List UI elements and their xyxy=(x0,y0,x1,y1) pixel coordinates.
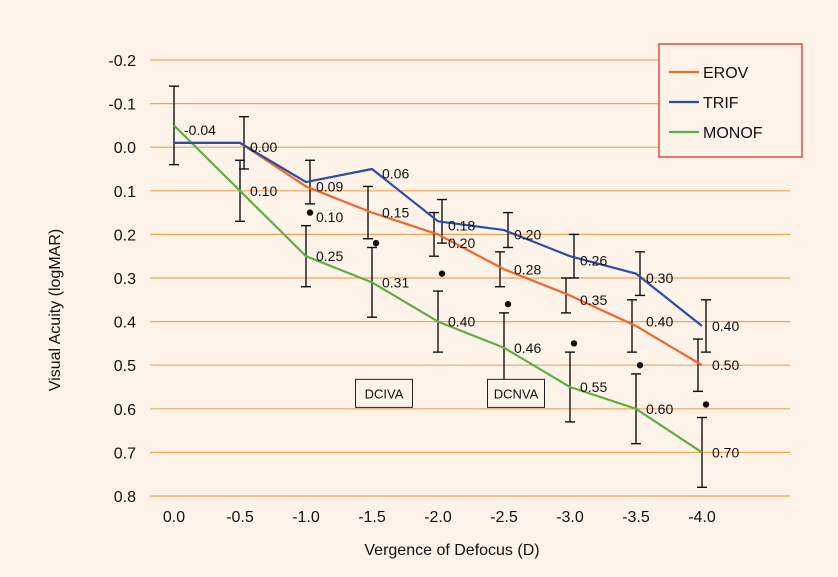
series-lines xyxy=(173,124,703,454)
data-dot xyxy=(372,239,380,247)
data-dot xyxy=(636,362,644,369)
annotations: DCIVA DCNVA xyxy=(355,378,545,408)
point-label: 0.10 xyxy=(316,209,343,225)
y-tick-label: 0.0 xyxy=(114,140,136,157)
y-tick-label: 0.8 xyxy=(114,489,136,506)
point-label: 0.20 xyxy=(448,235,475,251)
y-tick-label: 0.5 xyxy=(114,358,136,375)
point-label: 0.55 xyxy=(580,379,607,395)
point-label: 0.60 xyxy=(646,401,673,417)
x-axis-ticks: 0.0 -0.5 -1.0 -1.5 -2.0 -2.5 -3.0 -3.5 -4.0 xyxy=(163,509,716,526)
x-tick-label: -1.0 xyxy=(292,509,320,526)
point-label: 0.25 xyxy=(316,248,343,264)
x-tick-label: -2.5 xyxy=(490,509,518,526)
x-tick-label: -2.0 xyxy=(424,509,452,526)
data-dot xyxy=(438,270,446,277)
series-line-erov xyxy=(174,141,703,367)
point-label: 0.18 xyxy=(448,218,475,234)
y-tick-label: 0.1 xyxy=(114,184,136,201)
data-dot xyxy=(702,401,710,408)
series-line-trif xyxy=(174,141,703,327)
point-label: 0.70 xyxy=(712,444,739,460)
annotation-label: DCIVA xyxy=(365,386,404,401)
legend-box xyxy=(658,43,803,158)
x-tick-label: -1.5 xyxy=(358,509,386,526)
point-label: 0.20 xyxy=(514,226,541,242)
annotation-label: DCNVA xyxy=(494,386,539,401)
y-tick-label: 0.2 xyxy=(114,227,136,244)
point-label: -0.04 xyxy=(184,122,216,138)
y-axis-title: Visual Acuity (logMAR) xyxy=(47,229,64,391)
x-tick-label: -4.0 xyxy=(688,509,716,526)
dots xyxy=(306,209,710,408)
x-tick-label: 0.0 xyxy=(163,509,185,526)
point-labels: -0.04 0.00 0.10 0.09 0.10 0.25 0.06 0.15 0.31 0.1… xyxy=(184,122,739,461)
legend-label: MONOF xyxy=(703,125,763,142)
legend-label: EROV xyxy=(703,65,749,82)
data-dot xyxy=(570,340,578,347)
data-dot xyxy=(306,209,314,216)
annotation-box xyxy=(487,378,545,408)
series-line-monof xyxy=(173,124,703,454)
point-label: 0.09 xyxy=(316,178,343,194)
x-axis-title: Vergence of Defocus (D) xyxy=(364,542,539,559)
point-label: 0.00 xyxy=(250,139,277,155)
y-tick-label: 0.3 xyxy=(114,271,136,288)
point-label: 0.46 xyxy=(514,340,541,356)
point-label: 0.40 xyxy=(448,314,475,330)
point-label: 0.06 xyxy=(382,165,409,181)
legend: EROV TRIF MONOF xyxy=(658,43,803,158)
point-label: 0.40 xyxy=(646,314,673,330)
point-label: 0.26 xyxy=(580,253,607,269)
y-tick-label: 0.4 xyxy=(114,315,136,332)
y-axis-ticks: -0.2 -0.1 0.0 0.1 0.2 0.3 0.4 0.5 0.6 0.7 0.8 xyxy=(108,53,136,506)
point-label: 0.15 xyxy=(382,205,409,221)
point-label: 0.31 xyxy=(382,274,409,290)
grid xyxy=(150,59,790,497)
x-tick-label: -3.5 xyxy=(622,509,650,526)
legend-label: TRIF xyxy=(703,95,739,112)
point-label: 0.35 xyxy=(580,292,607,308)
point-label: 0.50 xyxy=(712,357,739,373)
y-tick-label: -0.1 xyxy=(108,97,136,114)
point-label: 0.30 xyxy=(646,270,673,286)
point-label: 0.40 xyxy=(712,318,739,334)
y-tick-label: 0.7 xyxy=(114,445,136,462)
y-tick-label: -0.2 xyxy=(108,53,136,70)
x-tick-label: -0.5 xyxy=(226,509,254,526)
point-label: 0.28 xyxy=(514,261,541,277)
x-tick-label: -3.0 xyxy=(556,509,584,526)
point-label: 0.10 xyxy=(250,183,277,199)
data-dot xyxy=(504,300,512,308)
y-tick-label: 0.6 xyxy=(114,402,136,419)
annotation-box xyxy=(355,378,413,408)
